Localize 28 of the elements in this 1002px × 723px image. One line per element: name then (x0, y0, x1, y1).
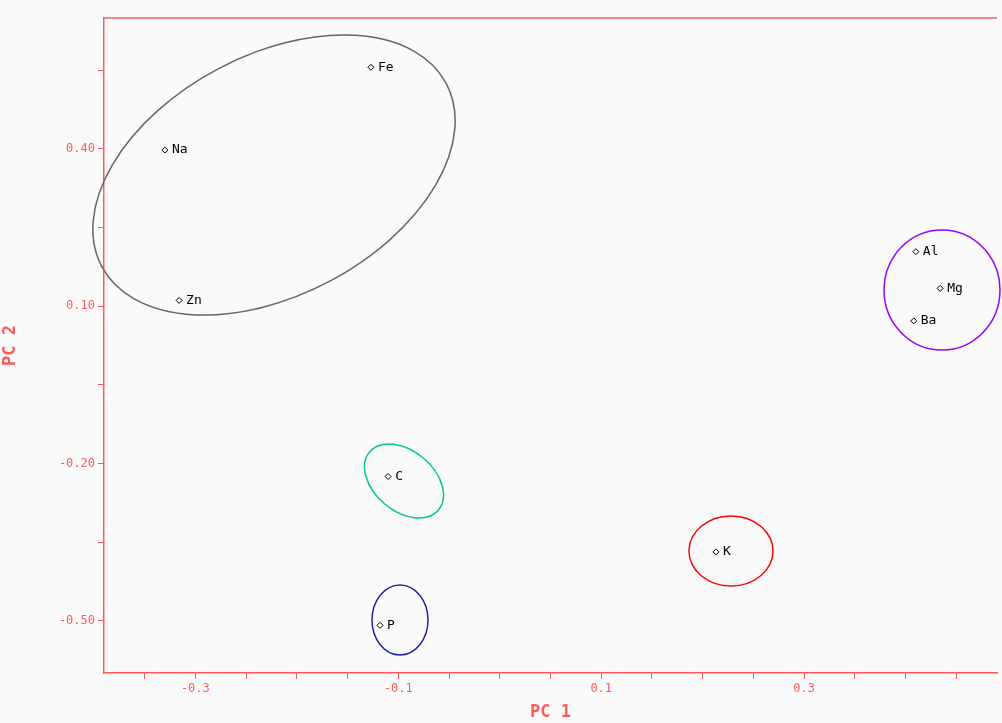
annotation: K (722, 543, 731, 559)
annotation: P (387, 616, 396, 632)
point (936, 284, 944, 292)
point (161, 146, 169, 154)
x-axis-title: PC 1 (530, 701, 571, 722)
annotation: Ba (920, 312, 937, 328)
y-axis-title: PC 2 (0, 325, 19, 366)
point (384, 473, 392, 480)
annotation: Na (171, 141, 188, 157)
y-tick-label: -0.20 (58, 455, 95, 470)
x-tick-label: 0.3 (793, 681, 816, 696)
point (376, 621, 384, 629)
x-tick-label: -0.1 (383, 681, 413, 696)
point (910, 317, 918, 325)
y-tick-label: -0.50 (58, 612, 95, 627)
x-tick-label: 0.1 (590, 681, 613, 696)
y-tick-label: 0.10 (66, 298, 95, 313)
annotation: C (395, 467, 403, 483)
x-tick-label: -0.3 (180, 681, 210, 696)
point (367, 63, 375, 71)
point (912, 248, 920, 256)
annotation: Zn (186, 291, 202, 307)
annotation: Mg (947, 279, 963, 295)
annotation: Al (922, 243, 939, 259)
annotation: Fe (377, 58, 394, 74)
y-tick-label: 0.40 (66, 141, 95, 156)
point (175, 296, 183, 304)
point (712, 548, 720, 556)
